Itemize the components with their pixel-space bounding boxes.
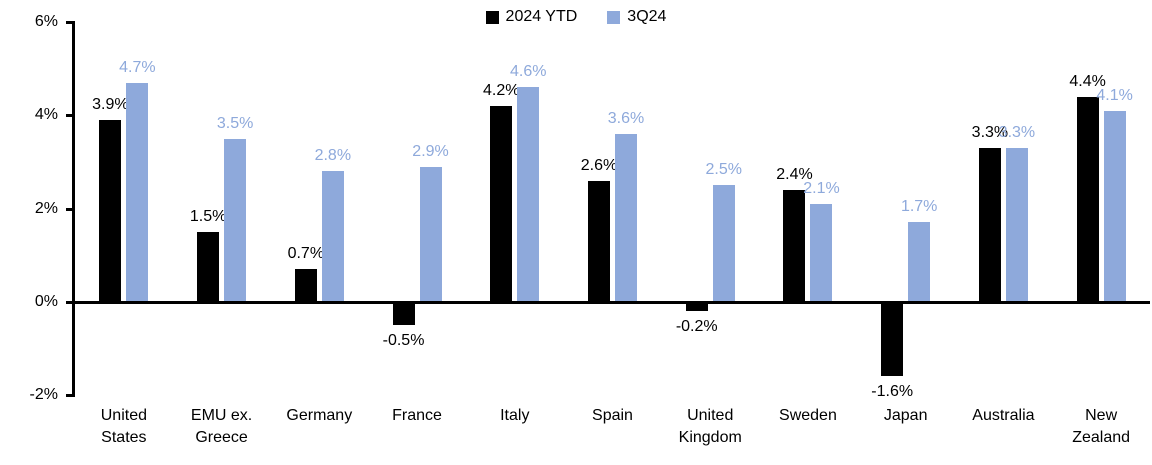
- x-axis-label-spain: Spain: [592, 407, 633, 424]
- bar-label-2024-ytd-australia: 3.3%: [971, 123, 1009, 141]
- bar-label-2024-ytd-germany: 0.7%: [287, 245, 325, 263]
- bar-2024-ytd-spain: [588, 180, 610, 302]
- bar-3q24-germany: [321, 171, 344, 302]
- bar-3q24-spain: [615, 133, 637, 302]
- bar-label-3q24-new-zealand: 4.1%: [1096, 86, 1133, 104]
- x-axis-label-italy: Italy: [500, 407, 530, 424]
- chart-legend: 2024 YTD 3Q24: [0, 8, 1152, 26]
- bar-label-3q24-united-kingdom: 2.5%: [705, 161, 742, 179]
- bar-3q24-emu-ex-greece: [224, 138, 247, 302]
- y-axis-line: [72, 21, 75, 397]
- bar-label-2024-ytd-emu-ex-greece: 1.5%: [189, 207, 227, 225]
- bar-3q24-france: [419, 166, 442, 302]
- bar-2024-ytd-japan: [881, 301, 904, 377]
- bar-label-2024-ytd-sweden: 2.4%: [776, 165, 813, 183]
- bar-2024-ytd-australia: [978, 147, 1001, 302]
- x-axis-label-united-states: United States: [100, 407, 147, 446]
- bar-3q24-italy: [517, 87, 540, 302]
- bar-label-2024-ytd-japan: -1.6%: [871, 383, 914, 401]
- bar-3q24-japan: [908, 222, 931, 302]
- x-axis-label-germany: Germany: [286, 407, 353, 424]
- bar-label-3q24-germany: 2.8%: [314, 147, 352, 165]
- x-axis-label-australia: Australia: [972, 407, 1035, 424]
- bar-label-3q24-australia: 3.3%: [998, 123, 1036, 141]
- bar-label-3q24-france: 2.9%: [412, 142, 449, 160]
- x-axis-zero-line: [72, 300, 1150, 304]
- legend-swatch-2024-ytd: [485, 10, 499, 24]
- bar-label-3q24-sweden: 2.1%: [803, 179, 840, 197]
- bar-3q24-sweden: [810, 203, 833, 302]
- legend-swatch-3q24: [607, 10, 621, 24]
- x-axis-label-emu-ex-greece: EMU ex. Greece: [190, 407, 253, 446]
- legend-label-2024-ytd: 2024 YTD: [505, 8, 578, 25]
- x-axis-label-japan: Japan: [883, 407, 928, 424]
- y-axis-tick-6: [66, 21, 75, 24]
- bar-label-3q24-united-states: 4.7%: [119, 58, 156, 76]
- bar-label-3q24-japan: 1.7%: [900, 198, 938, 216]
- x-axis-label-france: France: [392, 407, 442, 424]
- y-axis-tick-4: [66, 114, 75, 118]
- bar-label-3q24-spain: 3.6%: [607, 109, 645, 127]
- bar-label-2024-ytd-united-states: 3.9%: [92, 95, 129, 113]
- bar-2024-ytd-germany: [294, 269, 317, 302]
- bar-label-3q24-emu-ex-greece: 3.5%: [216, 114, 254, 132]
- y-axis-label-4: 4%: [34, 106, 58, 124]
- y-axis-tick-2: [66, 207, 75, 211]
- bar-2024-ytd-united-kingdom: [685, 301, 708, 312]
- legend-label-3q24: 3Q24: [627, 8, 667, 25]
- bar-label-2024-ytd-italy: 4.2%: [483, 81, 520, 99]
- bar-2024-ytd-sweden: [783, 189, 806, 302]
- bar-label-2024-ytd-new-zealand: 4.4%: [1069, 72, 1106, 90]
- bar-label-2024-ytd-united-kingdom: -0.2%: [675, 318, 718, 336]
- bar-3q24-united-states: [126, 82, 149, 302]
- bar-2024-ytd-new-zealand: [1076, 96, 1099, 302]
- y-axis-label-6: 6%: [34, 13, 58, 30]
- y-axis-label-2: -2%: [29, 386, 58, 403]
- legend-item-2024-ytd: 2024 YTD: [485, 8, 578, 26]
- bar-2024-ytd-emu-ex-greece: [197, 231, 220, 302]
- bar-2024-ytd-united-states: [99, 119, 122, 302]
- bar-label-2024-ytd-spain: 2.6%: [580, 156, 618, 174]
- y-axis-tick-2: [66, 394, 75, 397]
- x-axis-label-new-zealand: New Zealand: [1072, 407, 1131, 446]
- bar-label-2024-ytd-france: -0.5%: [382, 332, 425, 350]
- bar-label-3q24-italy: 4.6%: [510, 63, 547, 81]
- bar-2024-ytd-france: [392, 301, 415, 326]
- legend-item-3q24: 3Q24: [607, 8, 666, 26]
- bar-2024-ytd-italy: [490, 105, 513, 302]
- y-axis-tick-0: [66, 300, 75, 304]
- bar-3q24-united-kingdom: [712, 185, 735, 302]
- x-axis-label-sweden: Sweden: [779, 407, 837, 424]
- y-axis-label-0: 0%: [34, 292, 58, 310]
- x-axis-label-united-kingdom: United Kingdom: [678, 407, 742, 446]
- bar-3q24-new-zealand: [1103, 110, 1126, 302]
- bar-3q24-australia: [1005, 147, 1028, 302]
- y-axis-label-2: 2%: [34, 199, 58, 217]
